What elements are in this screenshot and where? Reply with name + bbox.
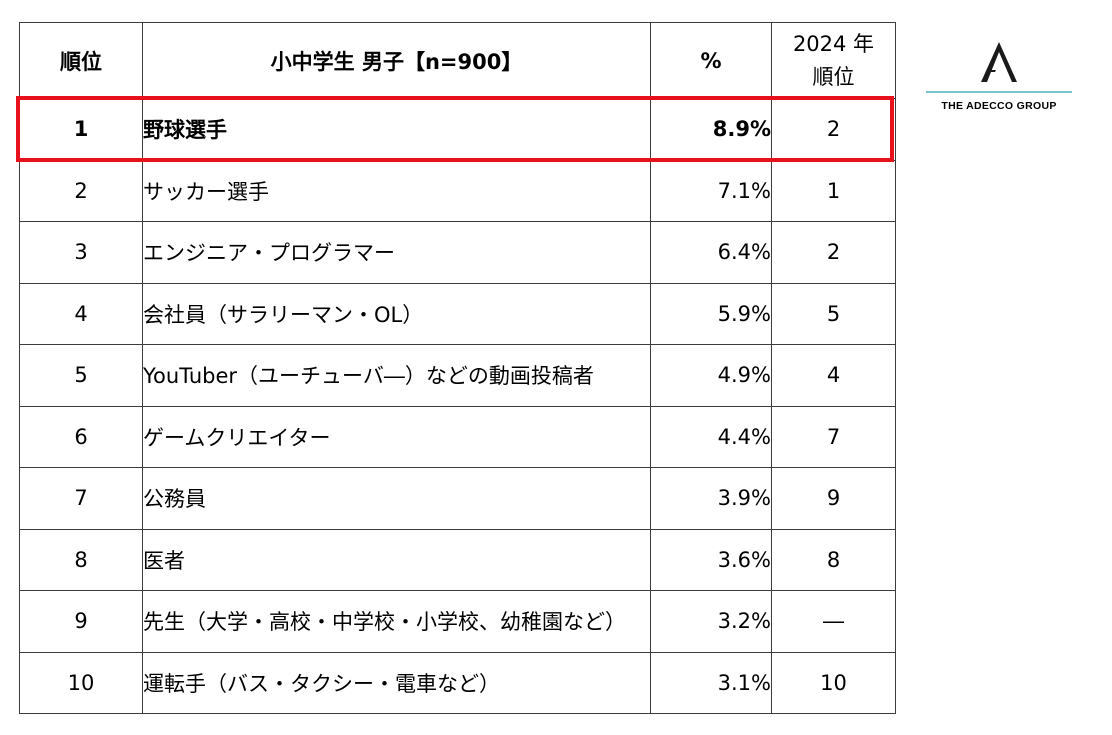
rank-cell: 9 bbox=[19, 590, 143, 653]
header-prev-label: 順位 bbox=[812, 64, 855, 89]
prev-rank-cell: 4 bbox=[771, 344, 896, 407]
job-cell: 公務員 bbox=[142, 467, 651, 530]
table-row: 10 運転手（バス・タクシー・電車など） 3.1% 10 bbox=[19, 651, 896, 714]
rank-cell: 3 bbox=[19, 221, 143, 284]
prev-rank-cell: ― bbox=[771, 590, 896, 653]
header-percent: % bbox=[650, 22, 772, 99]
prev-rank-cell: 2 bbox=[771, 221, 896, 284]
table-row: 3 エンジニア・プログラマー 6.4% 2 bbox=[19, 221, 896, 284]
job-cell: 先生（大学・高校・中学校・小学校、幼稚園など） bbox=[142, 590, 651, 653]
logo-divider-line bbox=[926, 91, 1072, 93]
prev-rank-cell: 1 bbox=[771, 159, 896, 222]
percent-cell: 3.1% bbox=[650, 651, 772, 714]
table-row: 7 公務員 3.9% 9 bbox=[19, 467, 896, 530]
percent-cell: 4.9% bbox=[650, 344, 772, 407]
rank-cell: 4 bbox=[19, 282, 143, 345]
prev-rank-cell: 5 bbox=[771, 282, 896, 345]
header-prev-rank: 2024 年 順位 bbox=[771, 22, 896, 99]
job-cell: 医者 bbox=[142, 528, 651, 591]
prev-rank-cell: 7 bbox=[771, 405, 896, 468]
percent-cell: 4.4% bbox=[650, 405, 772, 468]
job-cell: YouTuber（ユーチューバ―）などの動画投稿者 bbox=[142, 344, 651, 407]
table-row: 1 野球選手 8.9% 2 bbox=[19, 98, 896, 161]
percent-cell: 7.1% bbox=[650, 159, 772, 222]
percent-cell: 3.9% bbox=[650, 467, 772, 530]
job-cell: サッカー選手 bbox=[142, 159, 651, 222]
table-row: 2 サッカー選手 7.1% 1 bbox=[19, 159, 896, 222]
percent-cell: 5.9% bbox=[650, 282, 772, 345]
table-header-row: 順位 小中学生 男子【n=900】 % 2024 年 順位 bbox=[19, 22, 896, 99]
ranking-table: 順位 小中学生 男子【n=900】 % 2024 年 順位 1 野球選手 8.9% 2… bbox=[19, 22, 896, 714]
table-row: 6 ゲームクリエイター 4.4% 7 bbox=[19, 405, 896, 468]
percent-cell: 6.4% bbox=[650, 221, 772, 284]
rank-cell: 7 bbox=[19, 467, 143, 530]
adecco-a-mark-icon bbox=[981, 42, 1017, 82]
prev-rank-cell: 2 bbox=[771, 98, 896, 161]
job-cell: 野球選手 bbox=[142, 98, 651, 161]
prev-rank-cell: 9 bbox=[771, 467, 896, 530]
rank-cell: 2 bbox=[19, 159, 143, 222]
prev-rank-cell: 10 bbox=[771, 651, 896, 714]
rank-cell: 8 bbox=[19, 528, 143, 591]
prev-rank-cell: 8 bbox=[771, 528, 896, 591]
table-row: 4 会社員（サラリーマン・OL） 5.9% 5 bbox=[19, 282, 896, 345]
table-row: 9 先生（大学・高校・中学校・小学校、幼稚園など） 3.2% ― bbox=[19, 590, 896, 653]
table-row: 8 医者 3.6% 8 bbox=[19, 528, 896, 591]
logo-text: THE ADECCO GROUP bbox=[941, 100, 1057, 112]
rank-cell: 6 bbox=[19, 405, 143, 468]
job-cell: 会社員（サラリーマン・OL） bbox=[142, 282, 651, 345]
percent-cell: 8.9% bbox=[650, 98, 772, 161]
header-prev-year: 2024 年 bbox=[792, 31, 875, 56]
rank-cell: 1 bbox=[19, 98, 143, 161]
company-logo: THE ADECCO GROUP bbox=[926, 40, 1072, 116]
table-row: 5 YouTuber（ユーチューバ―）などの動画投稿者 4.9% 4 bbox=[19, 344, 896, 407]
job-cell: 運転手（バス・タクシー・電車など） bbox=[142, 651, 651, 714]
percent-cell: 3.2% bbox=[650, 590, 772, 653]
rank-cell: 10 bbox=[19, 651, 143, 714]
header-job: 小中学生 男子【n=900】 bbox=[142, 22, 651, 99]
table-body: 1 野球選手 8.9% 2 2 サッカー選手 7.1% 1 3 エンジニア・プログラマー 6.4% 2… bbox=[19, 98, 896, 714]
rank-cell: 5 bbox=[19, 344, 143, 407]
percent-cell: 3.6% bbox=[650, 528, 772, 591]
job-cell: エンジニア・プログラマー bbox=[142, 221, 651, 284]
job-cell: ゲームクリエイター bbox=[142, 405, 651, 468]
header-rank: 順位 bbox=[19, 22, 143, 99]
